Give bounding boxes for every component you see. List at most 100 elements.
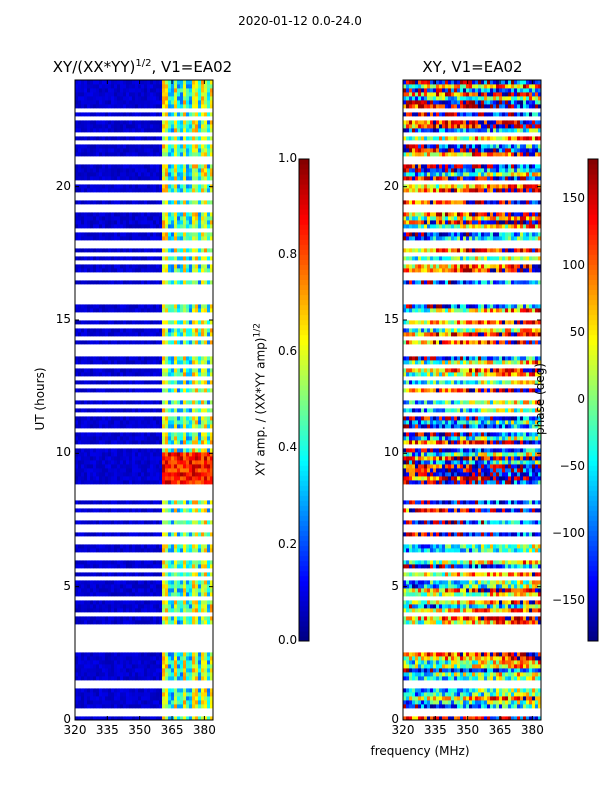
- heatmap-cell: [144, 620, 148, 625]
- heatmap-cell: [105, 504, 109, 509]
- heatmap-cell: [165, 636, 169, 641]
- heatmap-cell: [162, 564, 166, 569]
- heatmap-cell: [114, 620, 118, 625]
- heatmap-cell: [87, 648, 91, 653]
- heatmap-cell: [135, 528, 139, 533]
- heatmap-cell: [138, 408, 142, 413]
- heatmap-cell: [168, 500, 172, 505]
- heatmap-cell: [186, 596, 190, 601]
- heatmap-cell: [165, 452, 169, 457]
- heatmap-cell: [84, 376, 88, 381]
- heatmap-cell: [90, 308, 94, 313]
- heatmap-cell: [75, 452, 79, 457]
- heatmap-cell: [159, 604, 163, 609]
- heatmap-cell: [144, 524, 148, 529]
- heatmap-cell: [90, 632, 94, 637]
- heatmap-cell: [99, 328, 103, 333]
- heatmap-cell: [159, 696, 163, 701]
- heatmap-cell: [105, 708, 109, 713]
- heatmap-cell: [207, 548, 211, 553]
- heatmap-cell: [126, 664, 130, 669]
- heatmap-cell: [150, 320, 154, 325]
- heatmap-cell: [165, 420, 169, 425]
- heatmap-cell: [105, 412, 109, 417]
- heatmap-cell: [177, 392, 181, 397]
- heatmap-cell: [171, 712, 175, 717]
- heatmap-cell: [186, 316, 190, 321]
- heatmap-cell: [132, 432, 136, 437]
- heatmap-cell: [174, 560, 178, 565]
- heatmap-cell: [93, 436, 97, 441]
- heatmap-cell: [108, 696, 112, 701]
- heatmap-cell: [189, 304, 193, 309]
- heatmap-cell: [75, 688, 79, 693]
- heatmap-cell: [132, 396, 136, 401]
- heatmap-cell: [207, 464, 211, 469]
- heatmap-cell: [207, 704, 211, 709]
- heatmap-cell: [183, 308, 187, 313]
- heatmap-cell: [120, 360, 124, 365]
- heatmap-cell: [114, 408, 118, 413]
- heatmap-cell: [87, 348, 91, 353]
- heatmap-cell: [90, 716, 94, 721]
- heatmap-cell: [108, 516, 112, 521]
- heatmap-cell: [78, 392, 82, 397]
- heatmap-cell: [195, 304, 199, 309]
- heatmap-cell: [126, 368, 130, 373]
- heatmap-cell: [156, 344, 160, 349]
- heatmap-cell: [96, 312, 100, 317]
- heatmap-cell: [81, 464, 85, 469]
- heatmap-cell: [120, 560, 124, 565]
- heatmap-cell: [120, 368, 124, 373]
- heatmap-cell: [144, 424, 148, 429]
- heatmap-cell: [144, 584, 148, 589]
- heatmap-cell: [174, 620, 178, 625]
- heatmap-cell: [129, 620, 133, 625]
- heatmap-cell: [156, 588, 160, 593]
- heatmap-cell: [111, 524, 115, 529]
- heatmap-cell: [183, 544, 187, 549]
- heatmap-cell: [132, 328, 136, 333]
- heatmap-cell: [138, 532, 142, 537]
- heatmap-cell: [144, 440, 148, 445]
- heatmap-cell: [210, 484, 214, 489]
- heatmap-cell: [159, 508, 163, 513]
- heatmap-cell: [195, 604, 199, 609]
- heatmap-cell: [183, 396, 187, 401]
- heatmap-cell: [81, 620, 85, 625]
- heatmap-cell: [204, 636, 208, 641]
- heatmap-cell: [147, 476, 151, 481]
- heatmap-cell: [111, 620, 115, 625]
- heatmap-cell: [159, 352, 163, 357]
- heatmap-cell: [192, 448, 196, 453]
- heatmap-cell: [153, 412, 157, 417]
- heatmap-cell: [207, 540, 211, 545]
- heatmap-cell: [174, 692, 178, 697]
- heatmap-cell: [171, 408, 175, 413]
- heatmap-cell: [81, 312, 85, 317]
- heatmap-cell: [84, 460, 88, 465]
- heatmap-cell: [195, 344, 199, 349]
- heatmap-cell: [132, 520, 136, 525]
- heatmap-cell: [99, 588, 103, 593]
- heatmap-cell: [186, 356, 190, 361]
- heatmap-cell: [90, 364, 94, 369]
- heatmap-cell: [174, 528, 178, 533]
- heatmap-cell: [150, 644, 154, 649]
- heatmap-cell: [93, 620, 97, 625]
- heatmap-cell: [174, 520, 178, 525]
- heatmap-cell: [114, 604, 118, 609]
- heatmap-cell: [189, 584, 193, 589]
- heatmap-cell: [87, 588, 91, 593]
- heatmap-cell: [84, 400, 88, 405]
- heatmap-cell: [192, 492, 196, 497]
- heatmap-cell: [78, 644, 82, 649]
- heatmap-cell: [165, 540, 169, 545]
- heatmap-cell: [93, 592, 97, 597]
- heatmap-cell: [198, 492, 202, 497]
- heatmap-cell: [138, 556, 142, 561]
- heatmap-cell: [162, 412, 166, 417]
- heatmap-cell: [177, 388, 181, 393]
- heatmap-cell: [204, 692, 208, 697]
- heatmap-cell: [195, 432, 199, 437]
